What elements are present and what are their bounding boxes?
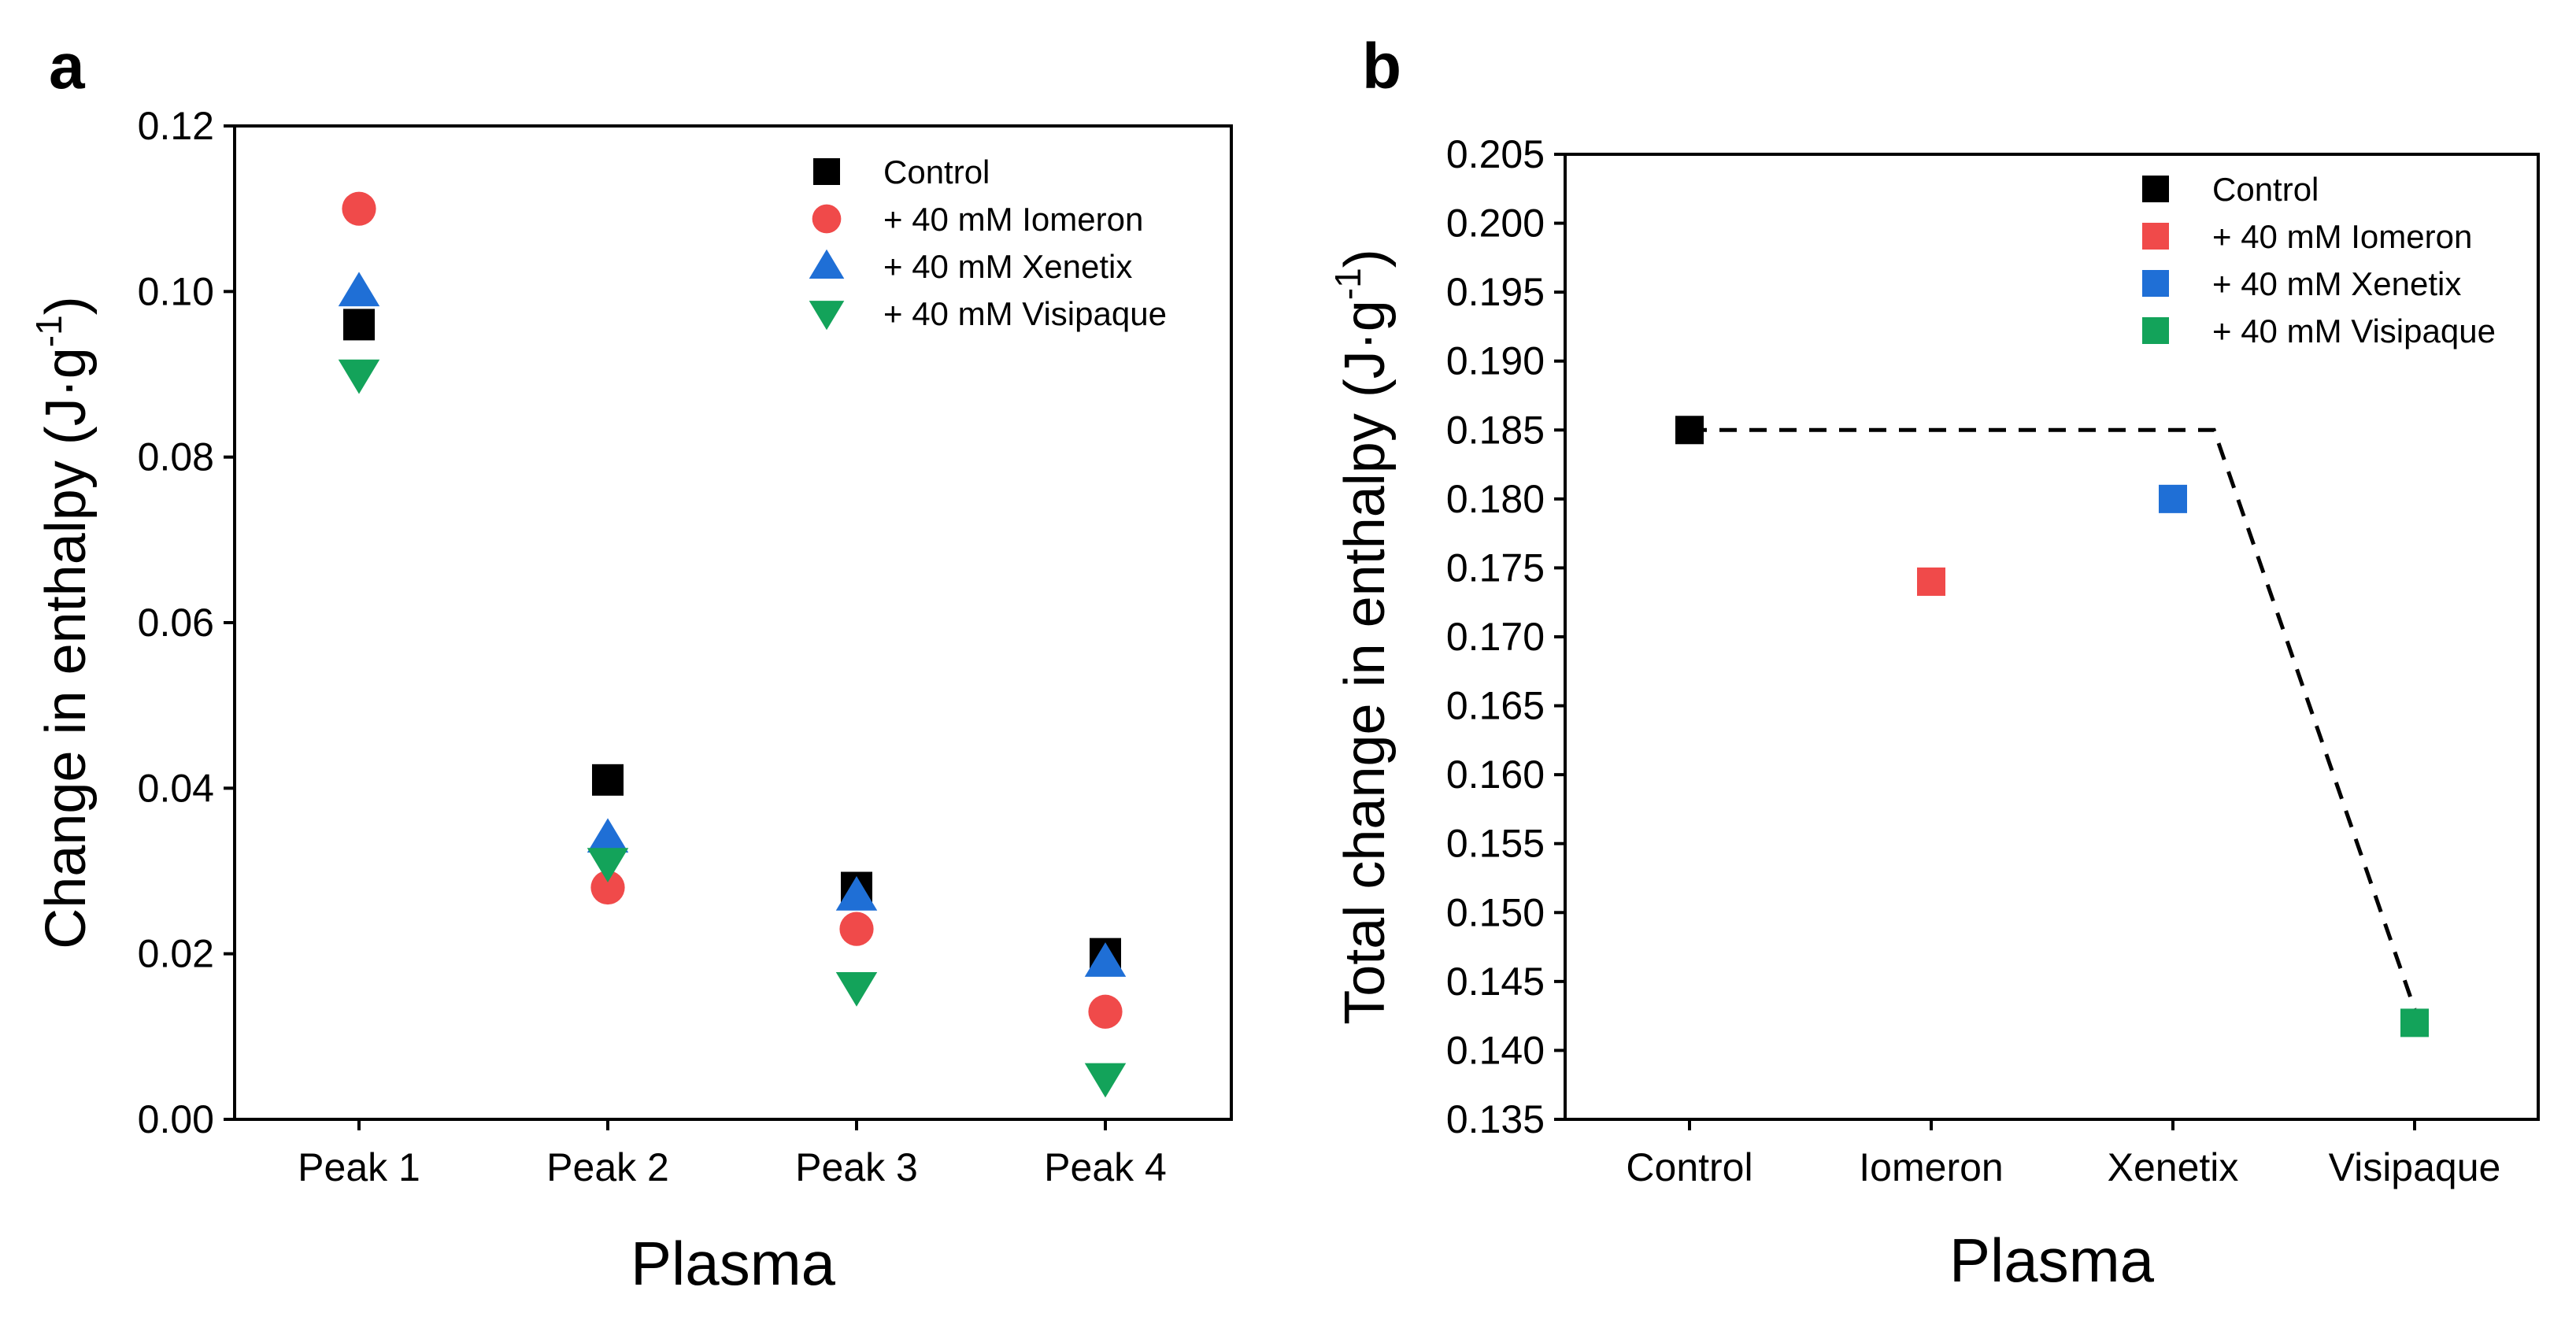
data-point [587, 818, 629, 853]
x-tick-label: Peak 1 [298, 1145, 420, 1189]
legend-label: Control [883, 153, 990, 190]
y-tick-label: 0.190 [1446, 339, 1545, 383]
y-tick-label: 0.00 [138, 1097, 214, 1141]
y-tick-label: 0.02 [138, 932, 214, 976]
y-axis-a: 0.00 0.02 0.04 0.06 0.08 0.10 0.12 [138, 104, 235, 1141]
y-tick-label: 0.195 [1446, 270, 1545, 314]
y-tick-label: 0.160 [1446, 753, 1545, 797]
legend-label: + 40 mM Visipaque [883, 295, 1167, 332]
y-tick-label: 0.06 [138, 601, 214, 645]
y-axis-title-a: Change in enthalpy (J·g-1) [28, 296, 98, 949]
data-point [1917, 567, 1945, 596]
panel-label-b: b [1362, 31, 1401, 102]
panel-label-a: a [49, 31, 86, 102]
legend-a: Control + 40 mM Iomeron + 40 mM Xenetix + 4… [809, 153, 1167, 332]
legend-label: Control [2212, 171, 2319, 208]
y-tick-label: 0.155 [1446, 822, 1545, 866]
legend-marker [809, 249, 845, 279]
data-point [587, 848, 629, 882]
legend-marker [2142, 270, 2169, 297]
legend-marker [813, 158, 840, 185]
data-point [1675, 416, 1704, 445]
legend-label: + 40 mM Iomeron [2212, 218, 2472, 255]
y-tick-label: 0.185 [1446, 408, 1545, 452]
y-tick-label: 0.10 [138, 269, 214, 313]
y-tick-label: 0.175 [1446, 546, 1545, 590]
data-points-b [1675, 416, 2429, 1037]
y-tick-label: 0.04 [138, 766, 214, 810]
y-tick-label: 0.150 [1446, 890, 1545, 934]
y-tick-label: 0.200 [1446, 202, 1545, 246]
x-tick-label: Peak 4 [1044, 1145, 1167, 1189]
legend-marker [2142, 317, 2169, 344]
y-tick-label: 0.170 [1446, 615, 1545, 659]
y-tick-label: 0.135 [1446, 1097, 1545, 1141]
legend-marker [2142, 176, 2169, 202]
y-tick-label: 0.12 [138, 104, 214, 148]
y-tick-label: 0.205 [1446, 132, 1545, 176]
x-axis-a: Peak 1 Peak 2 Peak 3 Peak 4 [298, 1119, 1167, 1189]
y-tick-label: 0.08 [138, 435, 214, 479]
data-point [343, 309, 375, 341]
data-point [590, 870, 625, 905]
legend-label: + 40 mM Xenetix [2212, 265, 2461, 302]
data-point [835, 971, 878, 1007]
y-tick-label: 0.145 [1446, 960, 1545, 1004]
data-point [342, 191, 376, 226]
x-tick-label: Visipaque [2329, 1145, 2501, 1189]
data-point [592, 764, 624, 796]
legend-label: + 40 mM Xenetix [883, 248, 1132, 285]
x-tick-label: Control [1626, 1145, 1752, 1189]
data-point [1088, 994, 1123, 1029]
x-axis-title-a: Plasma [631, 1229, 836, 1298]
legend-b: Control + 40 mM Iomeron + 40 mM Xenetix + 4… [2142, 171, 2496, 349]
x-tick-label: Xenetix [2108, 1145, 2239, 1189]
legend-marker [809, 301, 845, 331]
chart-panel-a: a 0.000.020.040.060.080.100.12 Peak 1 Pea… [28, 31, 1233, 1298]
data-point [1084, 1063, 1127, 1098]
data-point [2159, 484, 2187, 513]
legend-label: + 40 mM Iomeron [883, 201, 1143, 238]
y-axis-b: 0.135 0.140 0.145 0.150 0.155 0.160 0.165 0.170… [1446, 132, 1565, 1141]
x-axis-title-b: Plasma [1949, 1226, 2155, 1295]
data-point [839, 912, 874, 946]
x-tick-label: Peak 2 [546, 1145, 669, 1189]
x-axis-b: Control Iomeron Xenetix Visipaque [1626, 1119, 2500, 1189]
y-tick-label: 0.165 [1446, 684, 1545, 728]
y-tick-label: 0.140 [1446, 1028, 1545, 1072]
legend-label: + 40 mM Visipaque [2212, 313, 2496, 349]
data-point [338, 272, 380, 307]
legend-marker [812, 204, 842, 234]
y-tick-label: 0.180 [1446, 477, 1545, 521]
data-point [2400, 1008, 2429, 1037]
data-point [338, 359, 380, 394]
data-point [835, 876, 878, 911]
data-point [1084, 942, 1127, 977]
data-points-a [338, 191, 1127, 1098]
dashed-trend-line [1690, 427, 2417, 1010]
legend-marker [2142, 223, 2169, 250]
x-tick-label: Iomeron [1859, 1145, 2003, 1189]
y-axis-title-b: Total change in enthalpy (J·g-1) [1327, 249, 1397, 1024]
chart-panel-b: b 0.1350.1400.1450.1500.1550.1600.1650.1… [1327, 31, 2540, 1295]
x-tick-label: Peak 3 [795, 1145, 918, 1189]
